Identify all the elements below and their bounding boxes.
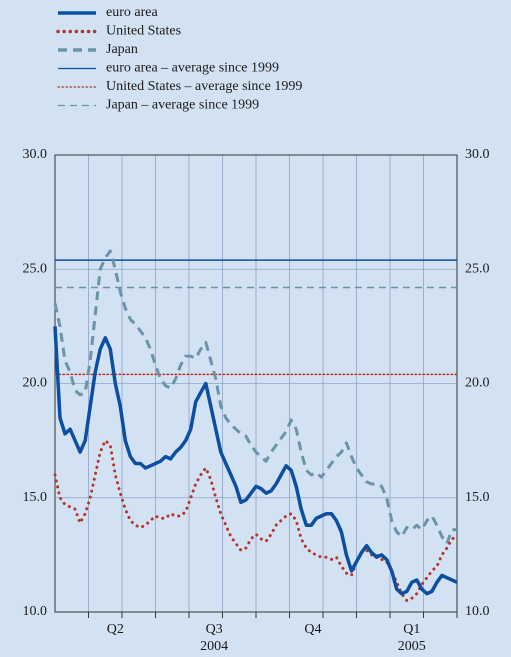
plot-frame — [54, 154, 458, 613]
x-year-label: 2005 — [398, 639, 426, 654]
y-tick-label: 10.0 — [23, 604, 48, 619]
y2-tick-label: 15.0 — [465, 490, 490, 505]
x-year-label: 2004 — [200, 639, 228, 654]
legend-label: United States – average since 1999 — [106, 79, 302, 94]
legend-label: euro area – average since 1999 — [106, 61, 279, 76]
series-line — [53, 326, 458, 596]
series-line — [53, 249, 457, 545]
y2-tick-label: 25.0 — [465, 261, 490, 276]
y-tick-label: 15.0 — [23, 490, 48, 505]
x-tick-label: Q2 — [107, 622, 124, 637]
x-tick-label: Q3 — [206, 622, 223, 637]
y2-tick-label: 10.0 — [465, 604, 490, 619]
y-tick-label: 30.0 — [23, 147, 48, 162]
legend-label: United States — [106, 24, 181, 39]
x-tick-label: Q4 — [304, 622, 321, 637]
y2-tick-label: 30.0 — [465, 147, 490, 162]
y-tick-label: 25.0 — [23, 261, 48, 276]
x-tick-label: Q1 — [403, 622, 420, 637]
legend-label: Japan — [106, 42, 138, 57]
y2-tick-label: 20.0 — [465, 376, 490, 391]
legend-label: Japan – average since 1999 — [106, 98, 259, 113]
y-tick-label: 20.0 — [23, 376, 48, 391]
legend-label: euro area — [106, 5, 158, 20]
